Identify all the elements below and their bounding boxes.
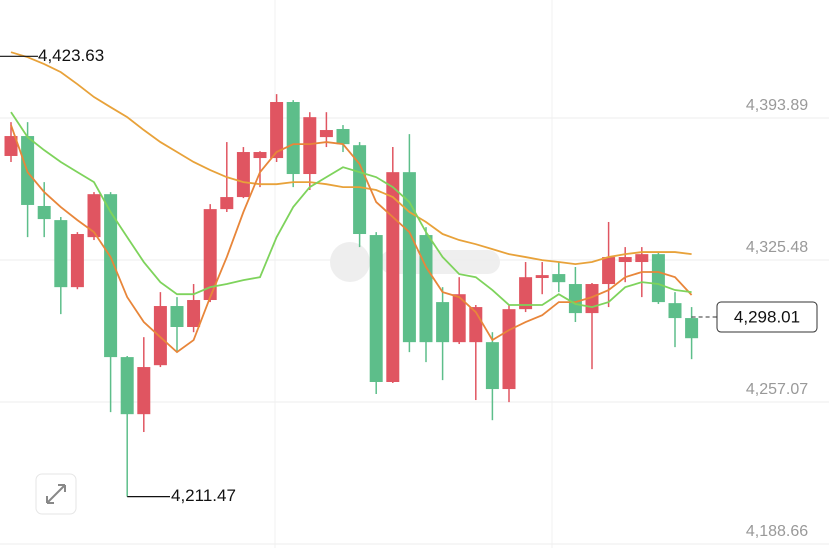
last-price-box — [716, 301, 818, 333]
candle-body — [170, 306, 184, 327]
last-price-label: 4,298.01 — [734, 307, 800, 326]
candle-body — [236, 152, 250, 198]
candle-body — [286, 102, 300, 175]
candle-body — [436, 302, 450, 343]
candle-body — [37, 205, 51, 220]
candle-body — [552, 274, 566, 283]
moving-average-line — [10, 124, 693, 354]
candle-body — [668, 303, 682, 319]
candle-body — [485, 342, 499, 390]
candle-body — [685, 318, 699, 339]
low-label: 4,211.47 — [171, 486, 236, 505]
y-tick-label: 4,393.89 — [746, 97, 808, 114]
y-tick-label: 4,325.48 — [746, 239, 808, 256]
y-tick-label: 4,257.07 — [746, 381, 808, 398]
candle-body — [386, 172, 400, 382]
candle-body — [635, 254, 649, 263]
candle-body — [535, 275, 549, 279]
candle-body — [54, 220, 68, 288]
candle-body — [502, 309, 516, 390]
candle-body — [220, 197, 234, 210]
candle-body — [187, 300, 201, 327]
moving-average-line — [10, 111, 692, 308]
candle-body — [419, 235, 433, 343]
candle-body — [369, 235, 383, 382]
expand-button[interactable] — [35, 473, 77, 515]
candle-body — [87, 194, 101, 238]
y-tick-label: 4,188.66 — [746, 523, 808, 540]
candle-body — [618, 257, 632, 263]
candle-body — [519, 277, 533, 310]
candle-body — [353, 145, 367, 235]
plot: 4,188.66 4,257.07 4,325.48 4,393.89 4,423.63… — [0, 46, 829, 545]
candle-body — [319, 130, 333, 138]
moving-average-line — [10, 51, 692, 266]
candle-body — [104, 194, 118, 358]
candle-body — [651, 254, 665, 303]
candle-body — [253, 152, 267, 159]
candle-body — [602, 257, 616, 285]
candle-body — [568, 284, 582, 314]
high-label: 4,423.63 — [38, 46, 104, 65]
candle-body — [303, 117, 317, 175]
candle-body — [452, 294, 466, 343]
candle-body — [4, 136, 18, 156]
candle-body — [70, 234, 84, 288]
candle-body — [120, 357, 134, 415]
candle-body — [203, 209, 217, 301]
candle-body — [137, 367, 151, 415]
candle-body — [336, 128, 350, 145]
candle-body — [270, 102, 284, 159]
candle-body — [153, 306, 167, 366]
